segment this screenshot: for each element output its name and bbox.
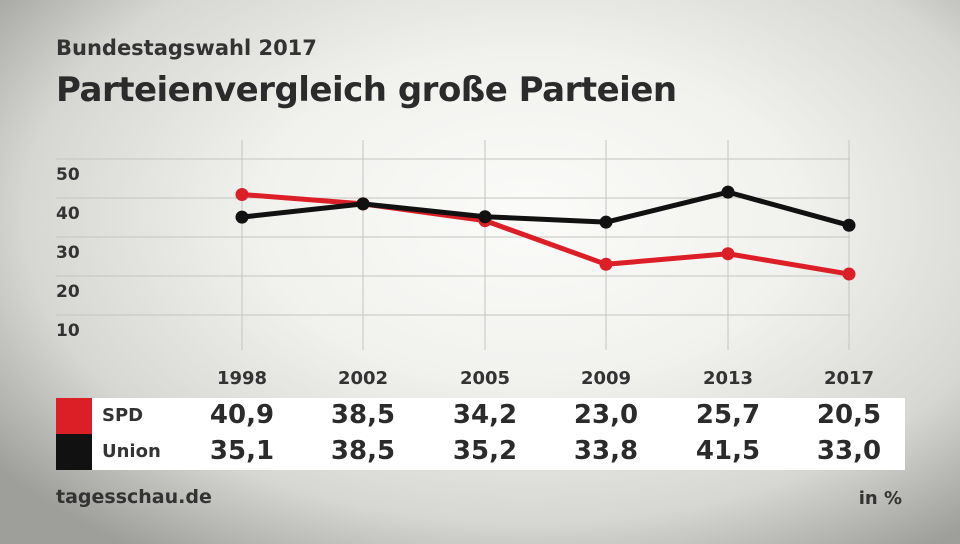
data-label: 33,0 xyxy=(816,436,882,466)
chart-title: Parteienvergleich große Parteien xyxy=(56,70,677,110)
table-row-union: Union 35,1 38,5 35,2 33,8 41,5 33,0 xyxy=(56,434,905,470)
x-tick-label: 1998 xyxy=(217,368,267,389)
y-tick-label: 40 xyxy=(56,204,80,224)
data-label: 33,8 xyxy=(573,436,639,466)
table-row-spd: SPD 40,9 38,5 34,2 23,0 25,7 20,5 xyxy=(56,398,905,434)
y-tick-label: 30 xyxy=(56,243,80,263)
spd-swatch xyxy=(56,398,92,434)
source-label: tagesschau.de xyxy=(56,486,212,508)
series-line-spd xyxy=(241,191,850,277)
series-label: Union xyxy=(102,441,161,462)
data-label: 23,0 xyxy=(573,400,639,430)
union-swatch xyxy=(56,434,92,470)
data-label: 34,2 xyxy=(452,400,518,430)
y-tick-label: 10 xyxy=(56,321,80,341)
data-point-spd xyxy=(842,267,856,281)
y-tick-label: 20 xyxy=(56,282,80,302)
data-point-spd xyxy=(599,257,613,271)
data-label: 41,5 xyxy=(695,436,761,466)
data-point-spd xyxy=(721,247,735,261)
x-tick-label: 2005 xyxy=(460,368,510,389)
data-label: 40,9 xyxy=(209,400,275,430)
chart-subtitle: Bundestagswahl 2017 xyxy=(56,36,317,60)
data-label: 20,5 xyxy=(816,400,882,430)
data-point-union xyxy=(721,185,735,199)
data-label: 38,5 xyxy=(330,436,396,466)
data-point-union xyxy=(599,215,613,229)
data-label: 38,5 xyxy=(330,400,396,430)
x-tick-label: 2017 xyxy=(824,368,874,389)
x-tick-label: 2009 xyxy=(581,368,631,389)
unit-label: in % xyxy=(858,488,902,509)
series-line-union xyxy=(241,189,850,228)
data-label: 25,7 xyxy=(695,400,761,430)
data-label: 35,2 xyxy=(452,436,518,466)
x-tick-label: 2013 xyxy=(703,368,753,389)
data-point-spd xyxy=(235,187,249,201)
data-table: SPD 40,9 38,5 34,2 23,0 25,7 20,5 Union 35,1 3… xyxy=(56,398,905,470)
data-point-union xyxy=(235,210,249,224)
y-tick-label: 50 xyxy=(56,165,80,185)
data-point-union xyxy=(842,218,856,232)
data-point-union xyxy=(478,210,492,224)
data-label: 35,1 xyxy=(209,436,275,466)
data-point-union xyxy=(356,197,370,211)
series-label: SPD xyxy=(102,405,144,426)
x-tick-label: 2002 xyxy=(338,368,388,389)
